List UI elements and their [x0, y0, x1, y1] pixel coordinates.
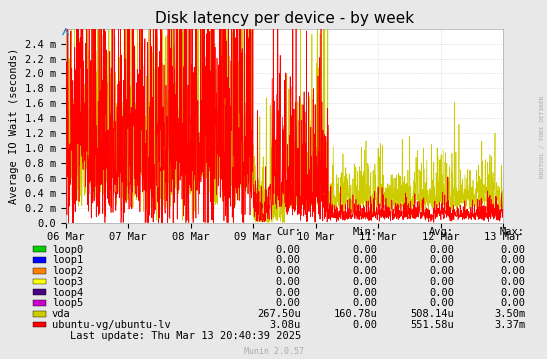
Text: 160.78u: 160.78u [334, 309, 377, 319]
Text: vda: vda [52, 309, 71, 319]
Text: Last update: Thu Mar 13 20:40:39 2025: Last update: Thu Mar 13 20:40:39 2025 [69, 331, 301, 341]
Text: 3.50m: 3.50m [494, 309, 525, 319]
Text: loop1: loop1 [52, 255, 83, 265]
Text: ubuntu-vg/ubuntu-lv: ubuntu-vg/ubuntu-lv [52, 320, 171, 330]
Text: 0.00: 0.00 [352, 277, 377, 287]
Text: 0.00: 0.00 [276, 288, 301, 298]
Text: 0.00: 0.00 [276, 266, 301, 276]
Text: 0.00: 0.00 [500, 244, 525, 255]
Text: 0.00: 0.00 [276, 255, 301, 265]
Text: loop5: loop5 [52, 298, 83, 308]
Text: 0.00: 0.00 [276, 298, 301, 308]
Text: 0.00: 0.00 [500, 298, 525, 308]
Text: Min:: Min: [352, 227, 377, 237]
Text: Munin 2.0.57: Munin 2.0.57 [243, 347, 304, 356]
Text: loop4: loop4 [52, 288, 83, 298]
Text: Avg:: Avg: [429, 227, 454, 237]
Text: Cur:: Cur: [276, 227, 301, 237]
Text: 0.00: 0.00 [500, 277, 525, 287]
Text: Max:: Max: [500, 227, 525, 237]
Text: 0.00: 0.00 [352, 320, 377, 330]
Text: 0.00: 0.00 [352, 288, 377, 298]
Text: loop0: loop0 [52, 244, 83, 255]
Text: loop2: loop2 [52, 266, 83, 276]
Text: 0.00: 0.00 [429, 255, 454, 265]
Text: 508.14u: 508.14u [410, 309, 454, 319]
Text: 551.58u: 551.58u [410, 320, 454, 330]
Text: 0.00: 0.00 [352, 244, 377, 255]
Text: 0.00: 0.00 [429, 288, 454, 298]
Text: 3.08u: 3.08u [270, 320, 301, 330]
Text: RRDTOOL / TOBI OETIKER: RRDTOOL / TOBI OETIKER [539, 95, 544, 178]
Text: 267.50u: 267.50u [257, 309, 301, 319]
Text: 0.00: 0.00 [352, 266, 377, 276]
Title: Disk latency per device - by week: Disk latency per device - by week [155, 11, 414, 26]
Text: 0.00: 0.00 [352, 255, 377, 265]
Text: loop3: loop3 [52, 277, 83, 287]
Text: 0.00: 0.00 [429, 277, 454, 287]
Text: 0.00: 0.00 [276, 244, 301, 255]
Text: 0.00: 0.00 [352, 298, 377, 308]
Text: 0.00: 0.00 [429, 266, 454, 276]
Text: 0.00: 0.00 [500, 266, 525, 276]
Text: 0.00: 0.00 [500, 255, 525, 265]
Y-axis label: Average IO Wait (seconds): Average IO Wait (seconds) [9, 47, 19, 204]
Text: 3.37m: 3.37m [494, 320, 525, 330]
Text: 0.00: 0.00 [276, 277, 301, 287]
Text: 0.00: 0.00 [429, 298, 454, 308]
Text: 0.00: 0.00 [500, 288, 525, 298]
Text: 0.00: 0.00 [429, 244, 454, 255]
